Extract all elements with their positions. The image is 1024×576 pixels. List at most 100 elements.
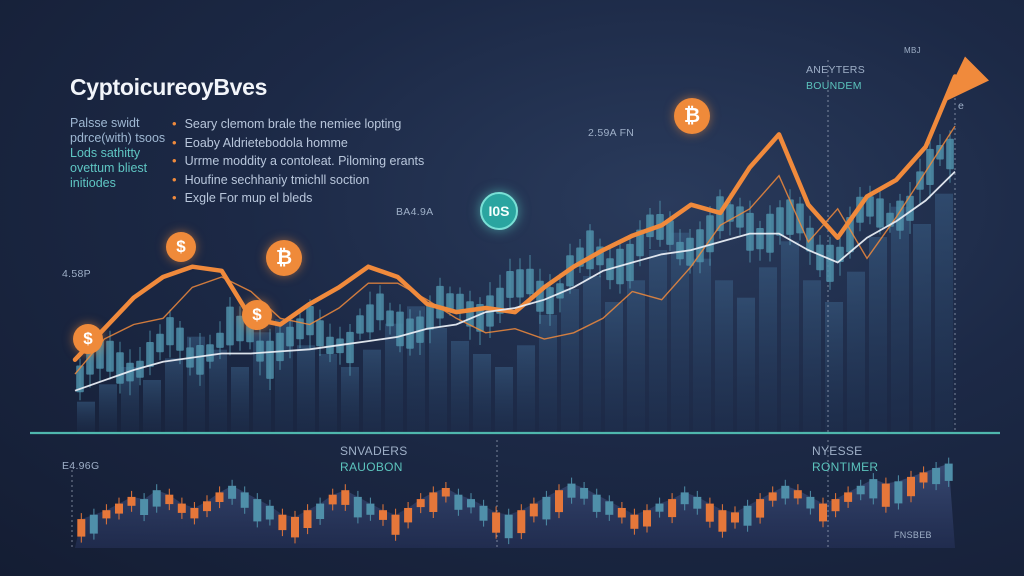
candle <box>306 306 314 336</box>
bullet-item: Exgle For mup el bleds <box>172 189 424 208</box>
volume-bar <box>671 232 689 432</box>
volume-bar <box>803 280 821 432</box>
candle <box>668 499 677 518</box>
candle <box>686 237 694 266</box>
candle <box>479 505 488 521</box>
candle <box>526 268 534 295</box>
candle <box>446 293 454 310</box>
candle <box>516 269 524 298</box>
candle <box>291 516 299 538</box>
volume-bar <box>209 349 227 432</box>
candle <box>226 306 234 346</box>
candle <box>426 304 434 330</box>
candle <box>666 220 674 245</box>
candle <box>826 244 834 282</box>
candle <box>605 501 614 515</box>
candle <box>567 483 576 498</box>
candle <box>86 349 94 375</box>
candle <box>546 287 554 315</box>
volume-bar <box>473 354 491 432</box>
right-top-label-2: BOUNDEM <box>806 80 862 92</box>
candle <box>643 510 651 527</box>
candle <box>781 485 790 499</box>
candle <box>693 496 702 509</box>
candle <box>831 499 840 512</box>
candle <box>776 207 784 236</box>
candle <box>636 229 644 257</box>
candle <box>586 230 594 270</box>
volume-bar <box>495 367 513 432</box>
candle <box>152 490 161 507</box>
candle <box>136 360 144 378</box>
candle <box>296 318 304 340</box>
candle <box>102 510 111 519</box>
volume-bar <box>517 345 535 432</box>
candle <box>127 496 136 506</box>
lower-center-label-1: SNVADERS <box>340 444 408 458</box>
bullet-item: Urrme moddity a contoleat. Piloming eran… <box>172 152 425 171</box>
upper-left-axis-label: 4.58P <box>62 268 91 280</box>
candle <box>617 508 626 518</box>
volume-bar <box>847 271 865 432</box>
candle <box>731 512 739 523</box>
candle <box>844 492 853 502</box>
candle <box>236 315 244 342</box>
volume-bar <box>451 341 469 432</box>
volume-bar <box>341 367 359 432</box>
candle <box>517 510 526 534</box>
candle <box>676 241 684 260</box>
candle <box>326 336 334 354</box>
candle <box>316 503 325 519</box>
volume-bar <box>363 349 381 432</box>
volume-bar <box>649 250 667 432</box>
side-note-line: initiodes <box>70 176 116 190</box>
candle <box>894 481 903 504</box>
candle <box>341 490 350 505</box>
lower-left-axis-label: E4.96G <box>62 460 100 472</box>
candle <box>926 148 934 185</box>
mid-label: BA4.9A <box>396 206 434 218</box>
volume-bar <box>77 401 95 432</box>
candle <box>496 287 504 314</box>
candle <box>436 285 444 319</box>
volume-bar <box>627 280 645 432</box>
candle <box>492 512 501 533</box>
candle <box>454 494 463 510</box>
side-note-line: ovettum bliest <box>70 161 148 175</box>
candle <box>356 315 364 334</box>
candle <box>906 195 914 221</box>
candle <box>176 327 184 351</box>
candle <box>391 514 400 535</box>
volume-bar <box>583 276 601 432</box>
candle <box>216 332 224 348</box>
candle <box>466 301 474 327</box>
candle <box>376 293 384 321</box>
volume-bar <box>165 358 183 432</box>
candle <box>907 476 915 497</box>
volume-bar <box>693 258 711 432</box>
candle <box>506 271 514 298</box>
candle <box>116 352 124 384</box>
top-label: 2.59A FN <box>588 127 635 139</box>
candle <box>819 503 827 522</box>
volume-bar <box>605 302 623 432</box>
volume-bar <box>319 354 337 432</box>
candle <box>196 345 204 375</box>
dollar-coin-icon: $ <box>242 300 272 330</box>
candle <box>166 317 174 346</box>
bullet-list: Seary clemom brale the nemiee lopting Eo… <box>172 115 425 208</box>
dollar-coin-icon: $ <box>166 232 196 262</box>
dollar-coin-icon: $ <box>73 324 103 354</box>
candle <box>736 206 744 228</box>
lower-right-label-2: RONTIMER <box>812 460 879 474</box>
volume-bar <box>99 384 117 432</box>
lower-right-small-label: FNSBEB <box>894 530 932 540</box>
candle <box>876 198 884 228</box>
candle <box>542 496 551 520</box>
candle <box>696 229 704 263</box>
side-note-line: Pаlsse swidt <box>70 116 140 130</box>
candle <box>203 501 211 512</box>
candle <box>786 199 794 235</box>
